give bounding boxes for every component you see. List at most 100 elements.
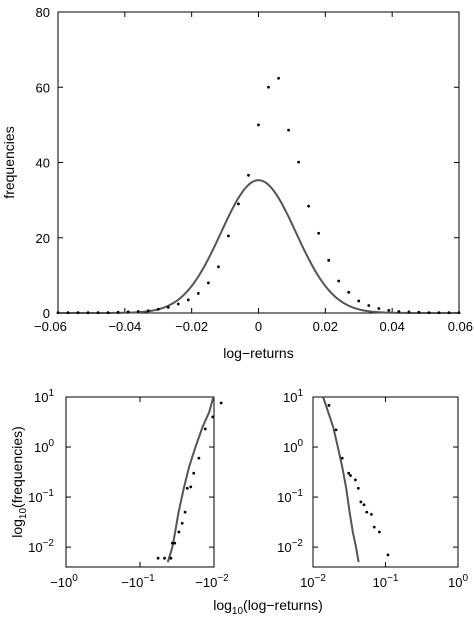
top-data-point (447, 311, 451, 315)
bottom-right-data-point (378, 530, 381, 534)
bottom-left-y-axis-label: log10(frequencies) (9, 426, 29, 538)
bottom-right-x-tick-label-base: 10 (448, 575, 462, 590)
top-data-point (457, 311, 461, 315)
top-data-point (387, 308, 391, 312)
bottom-right-y-tick-label-base: 10 (277, 540, 291, 555)
top-data-point (217, 265, 220, 269)
bottom-right-normal-fit-curve (322, 396, 360, 563)
top-data-point (86, 311, 90, 315)
bottom-right-x-tick-label-base: 10 (300, 575, 314, 590)
bottom-left-data-point (163, 556, 166, 560)
bottom-right-data-point (359, 500, 363, 504)
bottom-x-axis-label-part: log (213, 597, 232, 613)
bottom-left-y-tick-label-base: 10 (28, 490, 42, 505)
bottom-right-y-tick-label: 100 (283, 438, 303, 455)
bottom-right-y-tick-label-base: 10 (277, 490, 291, 505)
top-data-point (206, 281, 210, 285)
top-data-point (136, 310, 140, 313)
top-x-tick-label: 0 (255, 319, 262, 334)
bottom-right-y-tick-label-base: 10 (283, 440, 297, 455)
bottom-left-x-tick-label: −10−2 (195, 573, 229, 590)
top-x-axis-label: log−returns (223, 345, 293, 361)
bottom-right-data-point (347, 471, 351, 475)
top-normal-fit-curve (58, 179, 459, 314)
bottom-left-data-point (197, 456, 201, 460)
top-y-tick-label: 40 (36, 156, 50, 171)
bottom-right-x-tick-label-base: 10 (373, 575, 387, 590)
bottom-right-x-tick-label: 10−1 (373, 573, 399, 590)
bottom-right-data-point (362, 503, 366, 507)
top-data-point (427, 311, 431, 315)
top-y-tick-label: 60 (36, 80, 50, 95)
top-data-point (76, 311, 80, 315)
bottom-left-y-tick-label-exponent: −1 (43, 488, 55, 499)
bottom-left-data-point (169, 556, 173, 560)
top-data-point (367, 304, 371, 307)
bottom-right-y-tick-label-exponent: 1 (297, 388, 303, 399)
bottom-right-data-point (356, 486, 360, 490)
bottom-left-data-point (203, 427, 207, 431)
bottom-left-x-tick-label-base: −10 (121, 575, 143, 590)
top-data-point (56, 311, 60, 315)
bottom-left-data-point (156, 556, 160, 560)
bottom-left-data-point (211, 415, 215, 419)
bottom-left-y-axis-label-part: (frequencies) (9, 426, 25, 508)
bottom-right-data-point (349, 474, 352, 477)
top-x-tick-label: −0.04 (108, 319, 141, 334)
bottom-left-x-tick-label-base: −10 (195, 575, 217, 590)
top-data-point (196, 292, 200, 295)
bottom-left-y-tick-label-base: 10 (28, 540, 42, 555)
bottom-left-y-tick-label-exponent: 0 (48, 438, 54, 449)
top-data-point (66, 311, 70, 315)
top-data-point (267, 85, 270, 89)
top-data-point (146, 309, 150, 313)
top-data-point (176, 302, 180, 306)
bottom-right-data-point (353, 478, 357, 482)
top-data-point (357, 299, 361, 303)
top-y-tick-label: 80 (36, 5, 50, 20)
bottom-right-data-point (386, 553, 390, 557)
bottom-left-y-tick-label: 101 (34, 388, 54, 405)
top-x-tick-label: −0.06 (34, 319, 67, 334)
top-data-point (227, 234, 230, 238)
top-x-tick-label: −0.02 (175, 319, 208, 334)
top-data-point (126, 310, 130, 314)
top-x-tick-label: 0.02 (313, 319, 338, 334)
top-data-point (397, 310, 401, 313)
top-data-point (257, 123, 260, 127)
bottom-left-x-tick-label-base: −10 (50, 575, 72, 590)
bottom-right-y-tick-label: 101 (283, 388, 303, 405)
bottom-right-data-point (334, 428, 338, 432)
top-y-tick-label: 0 (43, 306, 50, 321)
top-data-point (327, 258, 331, 262)
top-data-point (417, 310, 421, 314)
bottom-right-x-tick-label: 100 (448, 573, 468, 590)
bottom-right-data-point (365, 510, 369, 514)
bottom-right-data-point (372, 525, 376, 529)
bottom-left-y-tick-label: 10−1 (28, 488, 54, 505)
top-data-point (116, 310, 120, 314)
bottom-right-plot-frame (312, 396, 459, 568)
bottom-right-y-tick-label-exponent: −2 (292, 538, 304, 549)
top-data-point (347, 290, 351, 294)
bottom-left-data-point (177, 530, 181, 534)
bottom-left-data-point (192, 471, 196, 475)
bottom-left-data-point (180, 521, 184, 525)
bottom-right-x-tick-label-exponent: −1 (387, 573, 399, 584)
bottom-left-normal-fit-curve (166, 396, 215, 563)
bottom-left-data-point (185, 486, 189, 490)
bottom-left-data-point (219, 401, 223, 405)
bottom-left-data-point (173, 541, 177, 545)
bottom-left-y-tick-label-base: 10 (34, 440, 48, 455)
bottom-right-x-tick-label-exponent: 0 (462, 573, 468, 584)
top-data-point (317, 231, 321, 235)
bottom-left-data-point (189, 485, 193, 489)
bottom-right-y-tick-label: 10−1 (277, 488, 303, 505)
top-data-point (297, 160, 300, 164)
bottom-right-data-point (327, 403, 331, 407)
top-x-tick-label: 0.04 (380, 319, 405, 334)
bottom-left-plot-frame (65, 396, 215, 568)
bottom-x-axis-label-part: (log−returns) (243, 597, 323, 613)
top-data-point (277, 76, 280, 80)
